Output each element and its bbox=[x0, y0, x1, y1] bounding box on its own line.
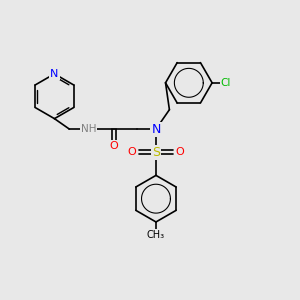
Text: O: O bbox=[176, 147, 184, 158]
Text: N: N bbox=[50, 69, 59, 79]
Text: Cl: Cl bbox=[220, 78, 231, 88]
Text: CH₃: CH₃ bbox=[147, 230, 165, 240]
Text: N: N bbox=[151, 123, 161, 136]
Text: NH: NH bbox=[81, 124, 97, 134]
Text: O: O bbox=[128, 147, 136, 158]
Text: O: O bbox=[110, 140, 118, 151]
Text: S: S bbox=[152, 146, 160, 159]
